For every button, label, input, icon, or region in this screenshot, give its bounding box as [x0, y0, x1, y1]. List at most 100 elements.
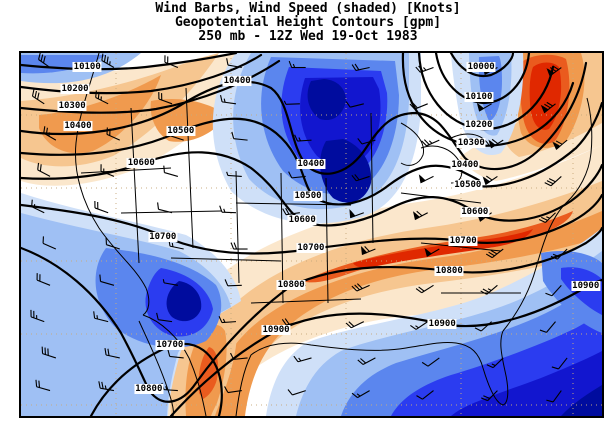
wind-barb: [357, 138, 376, 145]
wind-barb: [41, 346, 57, 359]
wind-barb: [424, 247, 440, 257]
wind-barb: [104, 348, 120, 359]
contour-label: 10100: [72, 62, 102, 73]
wind-barb: [480, 284, 498, 295]
contour-label: 10400: [63, 120, 93, 131]
wind-barb: [162, 279, 178, 286]
wind-barb: [105, 237, 120, 250]
wind-barb: [98, 381, 115, 392]
wind-barb: [412, 210, 428, 221]
wind-barbs-layer: [30, 53, 568, 403]
contour-label: 10300: [57, 100, 87, 111]
wind-barb: [486, 357, 504, 369]
wind-barb: [421, 139, 440, 147]
chart-title-block: Wind Barbs, Wind Speed (shaded) [Knots] …: [0, 2, 616, 44]
wind-barb: [415, 284, 434, 294]
contour-label: 10300: [456, 138, 486, 149]
wind-barb: [106, 127, 120, 141]
wind-barb: [418, 174, 434, 184]
wind-barb: [36, 273, 51, 286]
wind-barb: [31, 199, 45, 214]
wind-barb: [546, 390, 562, 403]
wind-barb: [37, 162, 51, 177]
wind-barb: [287, 389, 306, 396]
contour-label: 10600: [287, 214, 317, 225]
wind-barb: [283, 100, 300, 105]
wind-barb: [226, 58, 242, 69]
contour-label: 10500: [293, 191, 323, 202]
wind-barb: [409, 102, 428, 110]
wind-barb: [163, 165, 179, 177]
wind-barb: [351, 174, 370, 182]
contour-label: 10700: [448, 236, 478, 247]
wind-barb: [410, 321, 429, 330]
contour-label: 10200: [464, 119, 494, 130]
latlon-grid: [21, 53, 602, 416]
wind-barb: [157, 202, 173, 214]
contour-label: 10700: [296, 242, 326, 253]
wind-barb: [30, 309, 45, 323]
wind-barb: [219, 94, 237, 105]
contour-label: 10600: [460, 206, 490, 217]
wind-barb: [351, 63, 370, 71]
wind-barb: [474, 321, 492, 332]
contour-label: 10100: [464, 91, 494, 102]
wind-barb: [288, 171, 306, 179]
contour-label: 10900: [427, 319, 457, 330]
contour-label: 10400: [222, 75, 252, 86]
wind-barb: [288, 60, 306, 69]
wind-barb: [226, 171, 242, 177]
wind-barb: [421, 357, 440, 367]
contour-label: 10600: [126, 157, 156, 168]
contour-label: 10700: [155, 339, 185, 350]
wind-barb: [481, 390, 498, 402]
wind-barb: [360, 245, 376, 256]
wind-barb: [294, 134, 312, 142]
wind-barb: [94, 200, 109, 214]
contour-label: 10500: [453, 180, 483, 191]
wind-barb: [540, 101, 556, 114]
wind-barb: [95, 90, 109, 105]
chart-title-line1: Wind Barbs, Wind Speed (shaded) [Knots]: [155, 1, 461, 16]
wind-barb: [100, 164, 115, 177]
wind-barb: [357, 357, 376, 365]
contour-label: 10000: [466, 62, 496, 73]
weather-map: 10100 10200 10300 10400 10500 10600 10400 10400…: [19, 51, 604, 418]
wind-barb: [282, 207, 300, 216]
wind-barb: [416, 390, 434, 400]
contour-label: 10500: [166, 126, 196, 137]
wind-barb: [156, 312, 173, 323]
chart-title-line2: Geopotential Height Contours [gpm]: [174, 15, 442, 30]
chart-title-line3: 250 mb - 12Z Wed 19-Oct 1983: [198, 29, 418, 44]
wind-barb: [218, 316, 237, 324]
wind-barb: [546, 65, 562, 77]
contour-label: 10800: [276, 279, 306, 290]
wind-barb: [351, 390, 370, 399]
wind-barb: [415, 65, 434, 73]
wind-barb: [544, 176, 562, 187]
wind-barb: [38, 53, 51, 68]
contour-label: 10700: [148, 232, 178, 243]
wind-barb: [281, 318, 301, 326]
wind-barb: [158, 92, 173, 105]
wind-barb: [485, 248, 504, 259]
wind-barb: [293, 355, 312, 363]
contour-label: 10900: [261, 324, 291, 335]
contour-label: 10400: [450, 160, 480, 171]
contour-label: 10900: [571, 281, 601, 292]
contour-label: 10800: [134, 384, 164, 395]
wind-barb: [538, 212, 556, 223]
wind-barb: [230, 352, 248, 360]
contour-labels-layer: 10100 10200 10300 10400 10500 10600 10400 10400…: [21, 53, 602, 416]
wind-barb: [476, 102, 492, 112]
wind-barb: [545, 284, 562, 297]
wind-barb: [345, 321, 365, 329]
wind-barb: [167, 349, 184, 359]
wind-barb: [35, 379, 51, 392]
wind-barb: [552, 139, 568, 151]
wind-barb: [550, 248, 568, 260]
contour-label: 10800: [434, 266, 464, 277]
wind-barb: [231, 131, 248, 141]
wind-barb: [99, 274, 115, 286]
